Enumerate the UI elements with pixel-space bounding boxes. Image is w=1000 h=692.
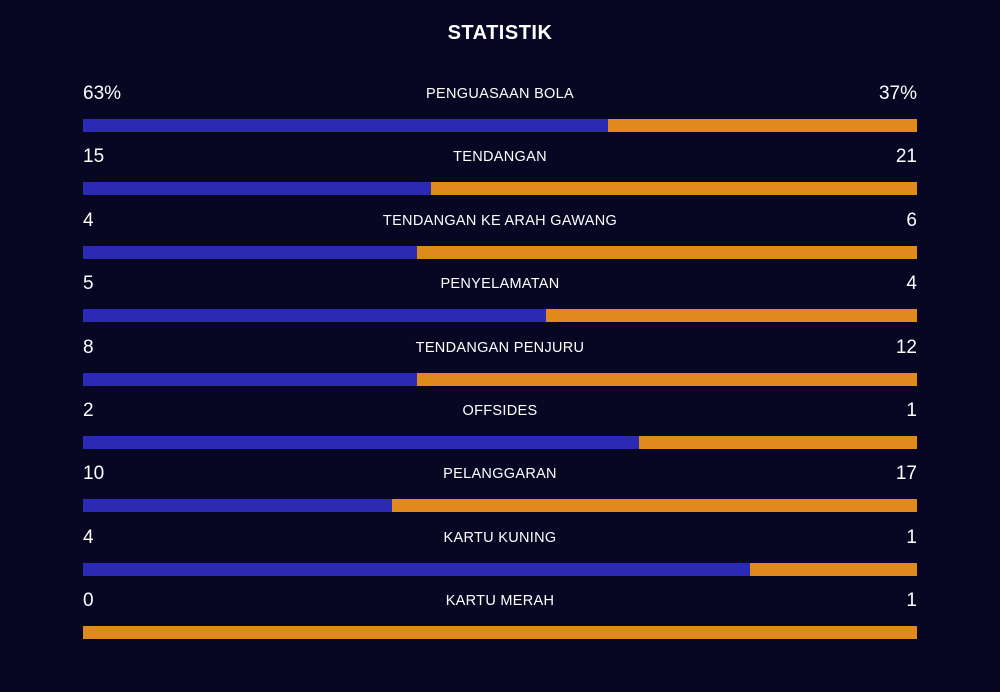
stat-label: OFFSIDES [462,402,538,419]
stat-bar-home-segment [83,182,431,196]
stat-home-value: 8 [83,336,94,358]
stat-bar-away-segment [416,245,917,259]
stat-comparison-bar [83,182,917,196]
stat-row: 8 TENDANGAN PENJURU 12 [83,334,917,397]
stat-away-value: 6 [906,209,917,231]
stat-home-value: 2 [83,399,94,421]
stat-row: 2 OFFSIDES 1 [83,397,917,460]
stat-away-value: 1 [906,590,917,612]
stat-row: 5 PENYELAMATAN 4 [83,270,917,333]
stat-row: 10 PELANGGARAN 17 [83,460,917,523]
stat-label: TENDANGAN PENJURU [415,339,585,356]
stat-row: 63% PENGUASAAN BOLA 37% [83,80,917,143]
stat-row: 4 KARTU KUNING 1 [83,524,917,587]
stat-home-value: 10 [83,463,105,485]
stat-comparison-bar [83,435,917,449]
stat-bar-away-segment [391,499,917,513]
stat-home-value: 15 [83,146,105,168]
stat-label: KARTU MERAH [445,593,555,610]
stat-home-value: 0 [83,590,94,612]
stat-home-value: 4 [83,526,94,548]
stat-label: TENDANGAN [453,149,547,166]
stat-away-value: 12 [895,336,917,358]
stat-bar-away-segment [416,372,917,386]
stat-bar-away-segment [430,182,917,196]
stat-bar-home-segment [83,562,751,576]
stat-comparison-bar [83,245,917,259]
stat-bar-away-segment [639,435,917,449]
stat-bar-home-segment [83,119,609,132]
stat-bar-away-segment [750,562,917,576]
stat-comparison-bar [83,119,917,132]
stat-row: 15 TENDANGAN 21 [83,143,917,206]
stat-bar-away-segment [83,626,917,640]
stat-bar-away-segment [608,119,917,132]
stat-row: 4 TENDANGAN KE ARAH GAWANG 6 [83,207,917,270]
stat-comparison-bar [83,309,917,323]
stat-label: KARTU KUNING [443,529,557,546]
stat-row: 0 KARTU MERAH 1 [83,587,917,650]
stat-bar-home-segment [83,435,640,449]
stat-home-value: 4 [83,209,94,231]
stat-away-value: 1 [906,399,917,421]
stat-bar-away-segment [546,309,917,323]
stat-home-value: 63% [83,83,122,104]
stat-away-value: 21 [895,146,917,168]
statistics-title: STATISTIK [447,22,553,44]
stat-bar-home-segment [83,372,417,386]
stat-label: PENGUASAAN BOLA [426,86,574,102]
stat-label: PENYELAMATAN [440,276,560,293]
stat-bar-home-segment [83,309,547,323]
stat-away-value: 1 [906,526,917,548]
stat-home-value: 5 [83,273,94,295]
stats-list: 63% PENGUASAAN BOLA 37% 15 TENDANGAN 21 4 TENDA… [83,80,917,651]
stat-comparison-bar [83,626,917,640]
stat-comparison-bar [83,499,917,513]
stat-away-value: 17 [895,463,917,485]
stat-label: TENDANGAN KE ARAH GAWANG [382,212,618,229]
stat-bar-home-segment [83,499,392,513]
stat-away-value: 37% [878,83,917,104]
stat-away-value: 4 [906,273,917,295]
stat-comparison-bar [83,562,917,576]
stat-comparison-bar [83,372,917,386]
stat-bar-home-segment [83,245,417,259]
stat-label: PELANGGARAN [443,466,557,483]
